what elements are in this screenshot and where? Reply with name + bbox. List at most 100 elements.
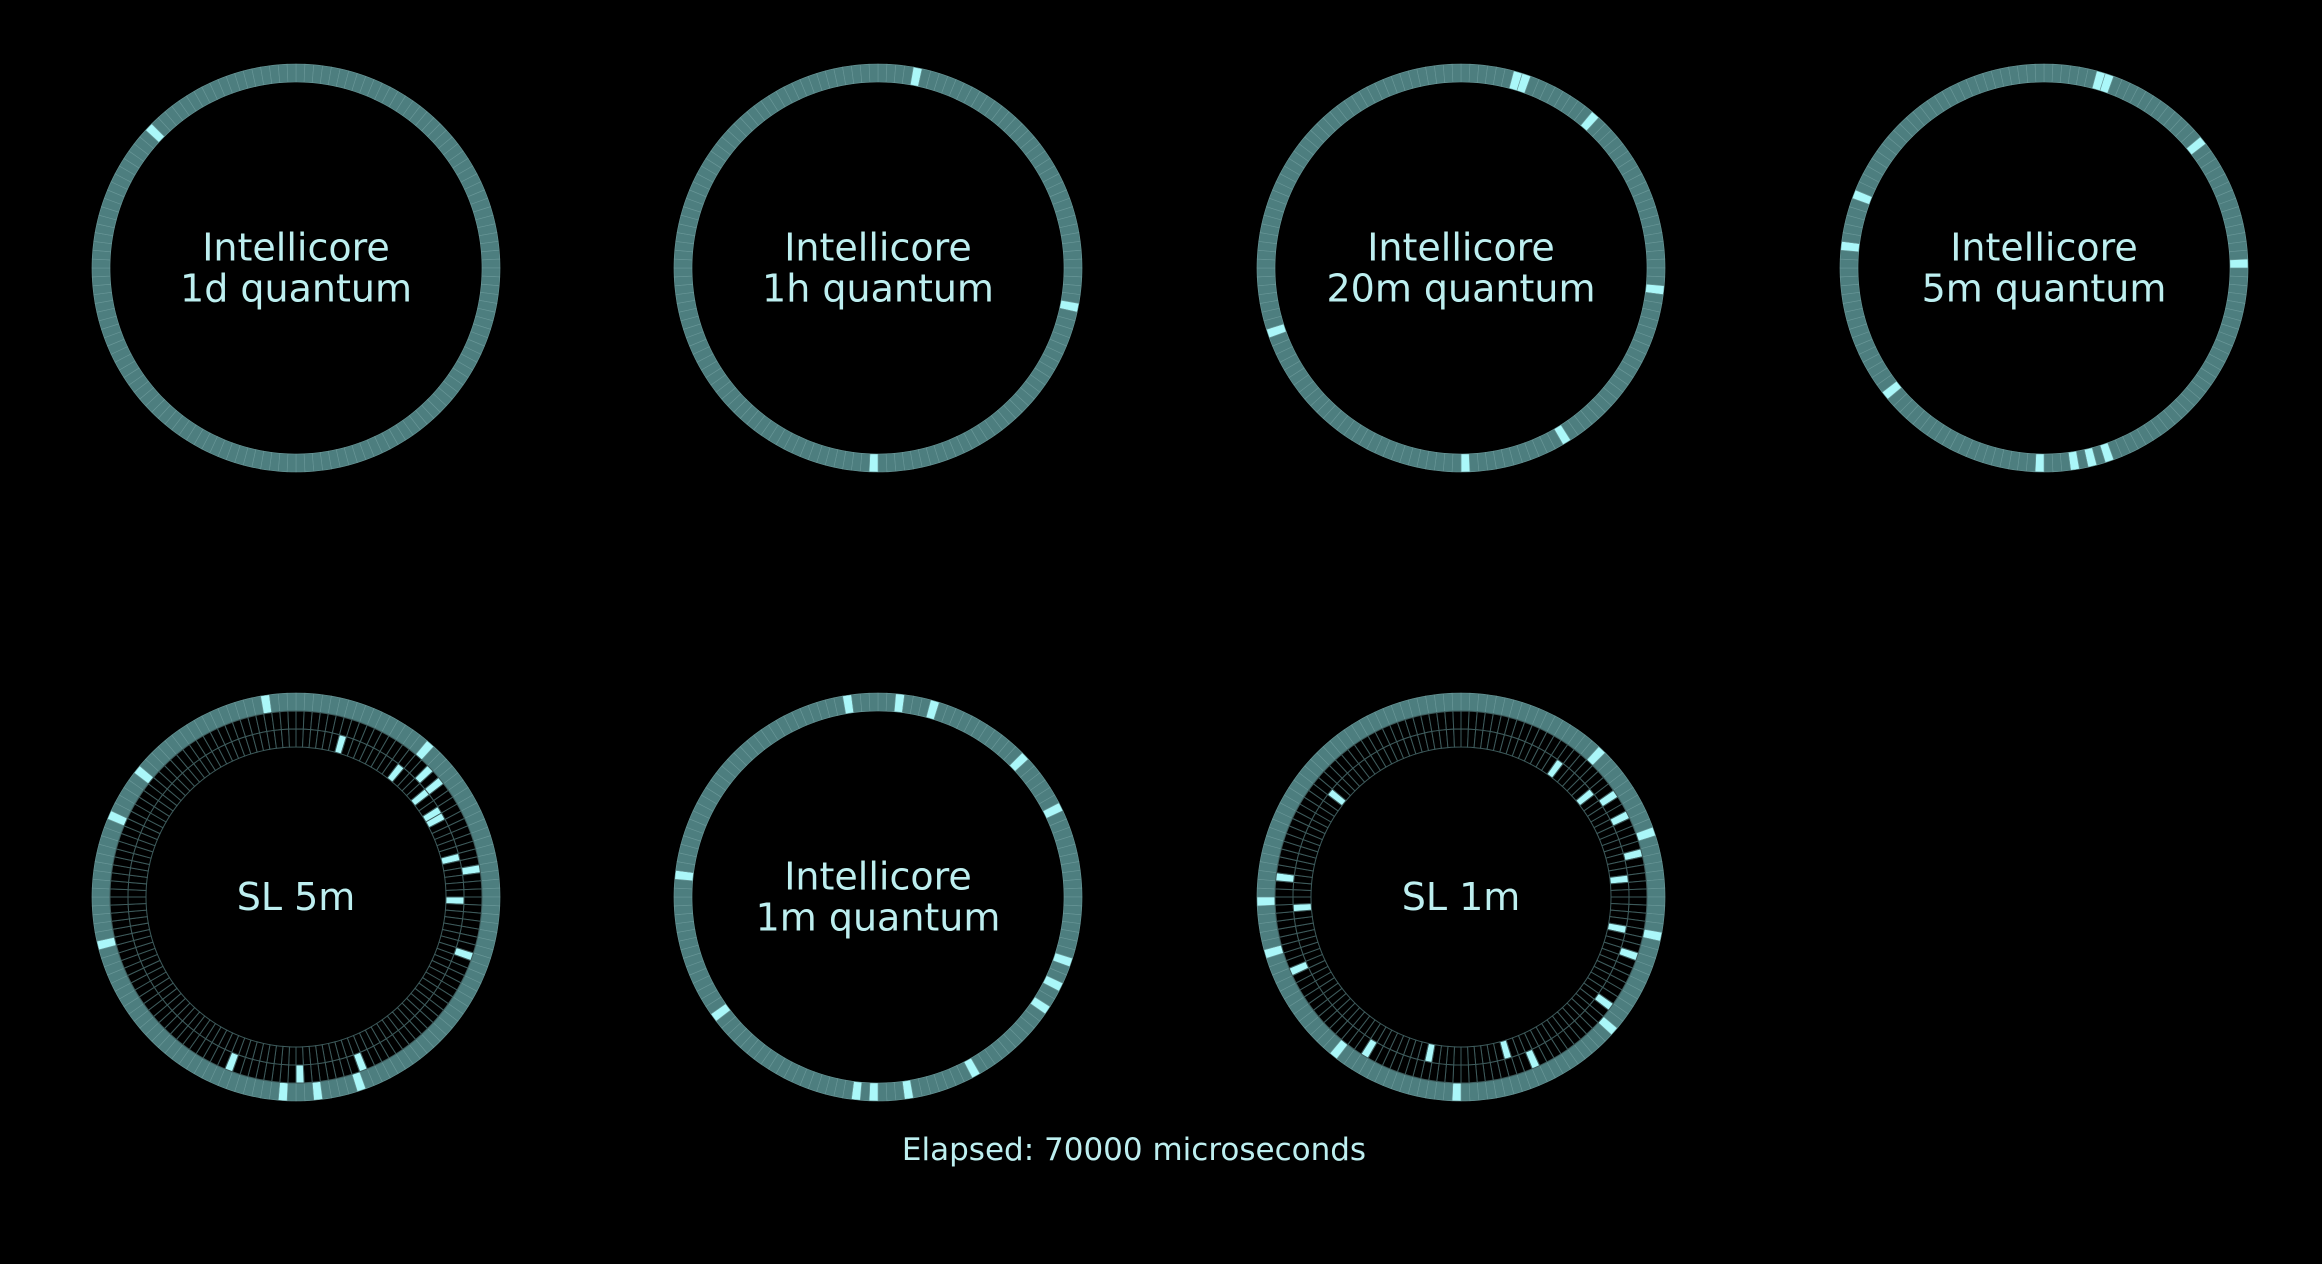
ring-segment [91,904,112,916]
active-segment [1256,896,1276,907]
ring-segment [1468,452,1480,473]
ring-segment [859,63,871,84]
ring-segment [109,903,130,914]
ring-segment [1445,728,1455,749]
ring-segment [295,692,306,712]
ring-segment [1063,896,1083,907]
ring-segment [277,692,289,713]
ring-segment [1292,896,1312,905]
ring-segment [1256,258,1276,269]
ring-band [91,63,501,473]
ring-segment [673,896,693,907]
ring-segment [1452,1064,1462,1084]
ring-label-line: Intellicore [202,226,390,270]
ring-segment [673,904,694,916]
active-segment [2034,453,2045,473]
ring-label-line: 20m quantum [1326,267,1595,311]
active-segment [868,1082,879,1102]
ring-band [673,692,1083,1102]
ring-segment [127,896,147,905]
ring-segment [109,888,129,898]
ring-segment [1451,692,1462,712]
ring-segment [287,1064,297,1084]
ring-segment [91,275,112,287]
ring-segment [302,1063,313,1084]
ring-segment [877,1082,888,1102]
ring-band [1256,692,1666,1102]
ring-segment [1274,903,1295,914]
ring-segment [277,63,289,84]
ring-label-line: Intellicore [784,855,972,899]
ring-segment [1628,896,1648,906]
ring-segment [1063,258,1083,269]
elapsed-footer: Elapsed: 70000 microseconds [902,1132,1366,1168]
ring-segment [1645,249,1666,261]
ring-segment [295,710,305,730]
ring-segment [481,258,501,269]
ring-segment [1063,267,1083,278]
ring-label-line: 1d quantum [180,267,412,311]
ring-segment [109,896,129,906]
ring-segment [303,452,315,473]
ring-band [1256,63,1666,473]
ring-segment [1628,888,1648,898]
ring-segment [463,896,483,906]
ring-segment [2043,453,2054,473]
ring-segment [1453,728,1462,748]
ring-sl-5m: SL 5m [91,692,501,1102]
ring-segment [463,888,483,898]
ring-segment [91,267,111,278]
ring-segment [1444,710,1455,731]
ring-segment [1839,258,1859,269]
ring-segment [1460,1046,1469,1066]
active-segment [1292,903,1313,913]
ring-segment [673,267,693,278]
ring-segment [1442,63,1454,84]
ring-segment [302,1045,312,1066]
ring-segment [1467,1063,1478,1084]
ring-segment [1610,889,1630,898]
ring-segment [295,453,306,473]
ring-segment [673,275,694,287]
ring-segment [462,880,483,891]
ring-segment [481,896,501,907]
ring-segment [877,453,888,473]
ring-segment [295,63,306,83]
ring-segment [1646,258,1666,269]
ring-label-line: Intellicore [784,226,972,270]
ring-label-line: 1h quantum [762,267,994,311]
ring-segment [1460,63,1471,83]
ring-segment [295,1046,304,1066]
ring-segment [673,258,693,269]
ring-segment [673,887,693,898]
ring-segment [1627,880,1648,891]
ring-segment [445,889,465,898]
ring-segment [877,692,888,712]
ring-segment [1646,267,1666,278]
ring-segment [1460,692,1471,712]
ring-segment [1451,63,1462,83]
ring-segment [91,887,111,898]
ring-segment [1460,1064,1470,1084]
ring-segment [303,1081,315,1102]
ring-label-line: SL 1m [1402,875,1521,919]
ring-segment [868,63,879,83]
ring-segment [287,710,297,730]
ring-segment [1451,453,1462,473]
ring-segment [2229,267,2249,278]
ring-band [127,728,465,1066]
ring-segment [480,249,501,261]
ring-band [673,63,1083,473]
ring-segment [481,267,501,278]
ring-segment [877,63,888,83]
ring-segment [2025,63,2037,84]
ring-segment [127,903,148,913]
ring-segment [1256,267,1276,278]
active-segment [295,1064,305,1084]
ring-segment [1646,887,1666,898]
ring-label-line: Intellicore [1367,226,1555,270]
